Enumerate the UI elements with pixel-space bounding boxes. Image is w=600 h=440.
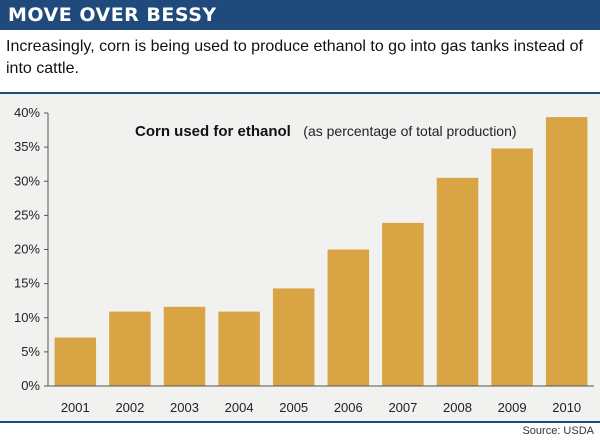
y-axis: 0% 5% 10% 15% 20% 25% 30% 35% 40% xyxy=(14,105,49,393)
y-tick-label: 35% xyxy=(14,139,40,154)
bar xyxy=(436,177,479,386)
x-axis: 2001 2002 2003 2004 2005 2006 2007 2008 2009 2010 xyxy=(48,385,594,415)
bar xyxy=(327,249,370,386)
x-tick-label: 2010 xyxy=(552,400,581,415)
y-tick-label: 40% xyxy=(14,105,40,120)
y-tick-label: 10% xyxy=(14,310,40,325)
chart-top-rule xyxy=(0,92,600,94)
bar-group xyxy=(54,117,588,386)
bar xyxy=(54,337,97,386)
chart-title-note: (as percentage of total production) xyxy=(303,123,516,139)
x-tick-label: 2003 xyxy=(170,400,199,415)
bar xyxy=(382,222,424,386)
bar xyxy=(545,117,588,386)
page-subtitle: Increasingly, corn is being used to prod… xyxy=(6,38,583,77)
y-tick-label: 0% xyxy=(21,378,40,393)
x-tick-label: 2009 xyxy=(498,400,527,415)
chart-title: Corn used for ethanol (as percentage of … xyxy=(135,123,517,140)
y-tick-label: 15% xyxy=(14,276,40,291)
bar xyxy=(163,306,206,386)
page-title: MOVE OVER BESSY xyxy=(8,4,217,26)
x-tick-label: 2007 xyxy=(388,400,417,415)
y-tick-label: 5% xyxy=(21,344,40,359)
y-tick-label: 25% xyxy=(14,207,40,222)
x-tick-label: 2004 xyxy=(225,400,254,415)
chart-title-main: Corn used for ethanol xyxy=(135,123,291,140)
x-tick-label: 2002 xyxy=(115,400,144,415)
source-note: Source: USDA xyxy=(522,425,594,437)
x-tick-label: 2008 xyxy=(443,400,472,415)
y-tick-label: 30% xyxy=(14,173,40,188)
x-tick-label: 2005 xyxy=(279,400,308,415)
bar xyxy=(218,311,260,386)
bar xyxy=(109,311,151,386)
x-tick-label: 2001 xyxy=(61,400,90,415)
title-banner: MOVE OVER BESSY xyxy=(0,0,600,30)
x-tick-label: 2006 xyxy=(334,400,363,415)
y-tick-label: 20% xyxy=(14,242,40,257)
bar xyxy=(272,288,315,386)
bar xyxy=(491,148,533,386)
chart-bottom-rule xyxy=(0,421,600,423)
